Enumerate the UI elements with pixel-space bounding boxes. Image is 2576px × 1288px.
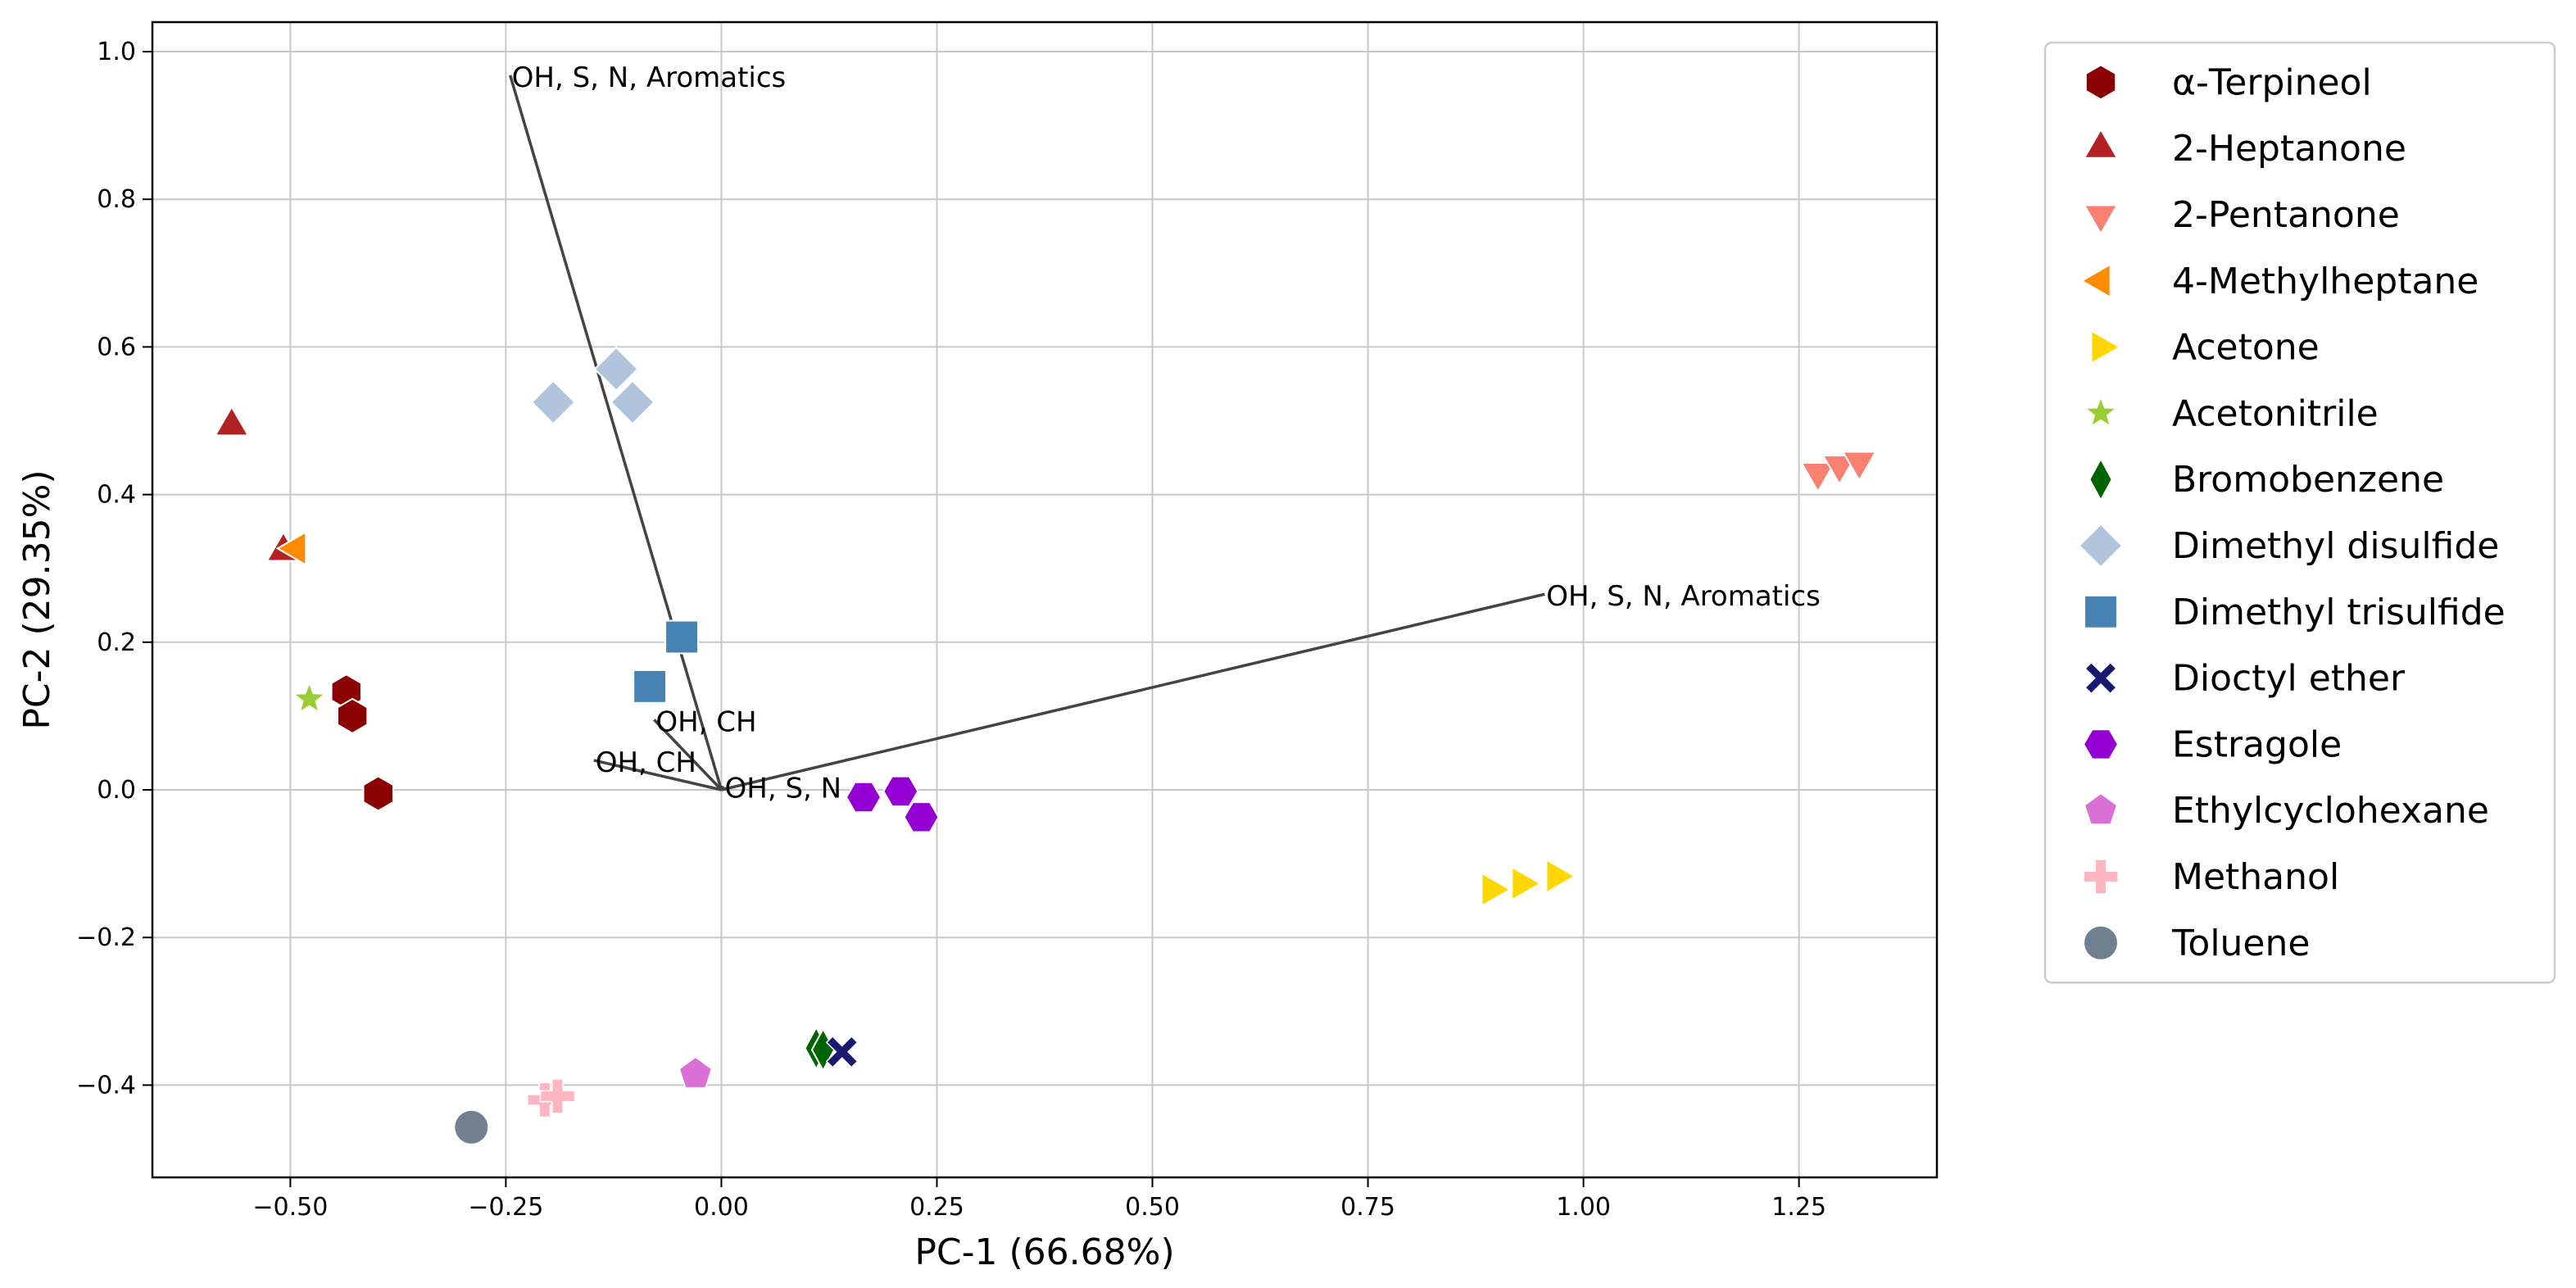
acetonitrile-point [295, 684, 324, 711]
estragole-point [845, 781, 882, 814]
y-tick-label: −0.2 [76, 923, 136, 952]
methanol-point [539, 1078, 576, 1114]
legend-label-4-methylheptane: 4-Methylheptane [2172, 261, 2478, 302]
y-tick-label: 0.2 [97, 628, 136, 657]
grid-lines [152, 22, 1937, 1177]
loading-arrow [593, 759, 722, 791]
y-tick-label: 0.6 [97, 333, 136, 361]
x-tick-label: 1.00 [1556, 1193, 1611, 1222]
legend-box [2043, 41, 2556, 984]
toluene-point [453, 1109, 490, 1145]
loading-label: OH, S, N, Aromatics [512, 61, 787, 94]
2-pentanone-point [1821, 455, 1857, 486]
legend-label-acetone: Acetone [2172, 327, 2320, 369]
plot-frame [151, 20, 1939, 1179]
y-tick-label: −0.4 [76, 1071, 136, 1100]
acetone-point [1481, 871, 1512, 908]
legend-marker-methanol [2083, 859, 2119, 895]
dimethyl-disulfide-point [593, 346, 639, 392]
acetone-point [1545, 858, 1576, 895]
dimethyl-trisulfide-point [664, 619, 699, 655]
legend-marker-ethylcyclohexane [2083, 791, 2119, 826]
legend-label-methanol: Methanol [2172, 856, 2339, 898]
legend-marker-dimethyl-disulfide [2078, 523, 2124, 569]
legend-marker-2-pentanone [2083, 204, 2119, 236]
legend-marker-estragole [2082, 728, 2120, 760]
y-tick-label: 0.4 [97, 481, 136, 510]
estragole-point [903, 801, 940, 833]
y-tick-label: 0.0 [97, 776, 136, 805]
legend-label-2-pentanone: 2-Pentanone [2172, 194, 2400, 236]
ethylcyclohexane-point [678, 1055, 713, 1089]
loading-arrow [721, 592, 1545, 791]
loading-arrow [653, 719, 723, 791]
acetone-point [1511, 865, 1543, 902]
loading-label: OH, CH [596, 746, 696, 779]
loading-label: OH, S, N, Aromatics [1546, 580, 1821, 613]
x-tick-label: −0.50 [252, 1193, 328, 1222]
legend-label-dioctyl-ether: Dioctyl ether [2172, 658, 2406, 700]
legend-label-bromobenzene: Bromobenzene [2172, 459, 2444, 501]
loading-vectors: OH, S, N, Aromatics OH, S, N, Aromatics OH… [508, 61, 1821, 805]
x-tick-label: 0.50 [1125, 1193, 1180, 1222]
loading-arrow [719, 785, 725, 791]
terpineol-point [336, 697, 369, 735]
legend-label-toluene: Toluene [2171, 923, 2310, 964]
2-heptanone-point [214, 405, 250, 437]
y-tick-label: 1.0 [97, 38, 136, 66]
legend-label-estragole: Estragole [2172, 723, 2342, 765]
legend-marker-bromobenzene [2088, 456, 2113, 502]
dimethyl-disulfide-point [530, 379, 576, 425]
x-tick-label: −0.25 [468, 1193, 543, 1222]
loading-arrow [508, 75, 723, 791]
x-axis-label: PC-1 (66.68%) [914, 1231, 1174, 1273]
legend-marker-4-methylheptane [2079, 263, 2111, 299]
y-axis-label: PC-2 (29.35%) [16, 469, 58, 729]
legend-label-dimethyl-disulfide: Dimethyl disulfide [2172, 525, 2499, 567]
legend-label-2-heptanone: 2-Heptanone [2172, 128, 2406, 170]
dimethyl-disulfide-point [610, 379, 655, 425]
dimethyl-trisulfide-point [633, 669, 668, 704]
x-tick-label: 0.25 [909, 1193, 964, 1222]
terpineol-point [362, 775, 394, 812]
legend-label-terpineol: α-Terpineol [2172, 61, 2372, 103]
2-pentanone-point [1841, 451, 1878, 483]
x-axis-ticks: −0.50 −0.25 0.00 0.25 0.50 0.75 1.00 1.25 [252, 1177, 1826, 1222]
legend-marker-dioctyl-ether [2084, 661, 2117, 695]
legend-label-dimethyl-trisulfide: Dimethyl trisulfide [2172, 592, 2506, 633]
4-methylheptane-point [275, 530, 307, 567]
legend-marker-acetone [2090, 329, 2122, 365]
loading-label: OH, CH [655, 705, 756, 738]
estragole-point [882, 775, 919, 807]
y-tick-label: 0.8 [97, 185, 136, 214]
x-tick-label: 0.75 [1340, 1193, 1395, 1222]
dioctyl-ether-point [825, 1035, 859, 1068]
x-tick-label: 0.00 [694, 1193, 749, 1222]
legend-marker-terpineol [2084, 64, 2117, 101]
data-points [214, 346, 1878, 1145]
legend-label-ethylcyclohexane: Ethylcyclohexane [2172, 790, 2489, 832]
legend-marker-acetonitrile [2087, 398, 2115, 425]
2-pentanone-point [1800, 462, 1836, 493]
legend-label-acetonitrile: Acetonitrile [2172, 392, 2379, 434]
x-tick-label: 1.25 [1771, 1193, 1826, 1222]
legend-marker-2-heptanone [2083, 128, 2119, 159]
legend-marker-dimethyl-trisulfide [2084, 594, 2118, 629]
legend: α-Terpineol 2-Heptanone 2-Pentanone 4-Methy… [2043, 41, 2556, 984]
loading-label: OH, S, N [725, 772, 842, 805]
legend-marker-toluene [2083, 924, 2119, 961]
y-axis-ticks: −0.4 −0.2 0.0 0.2 0.4 0.6 0.8 1.0 [76, 38, 152, 1100]
